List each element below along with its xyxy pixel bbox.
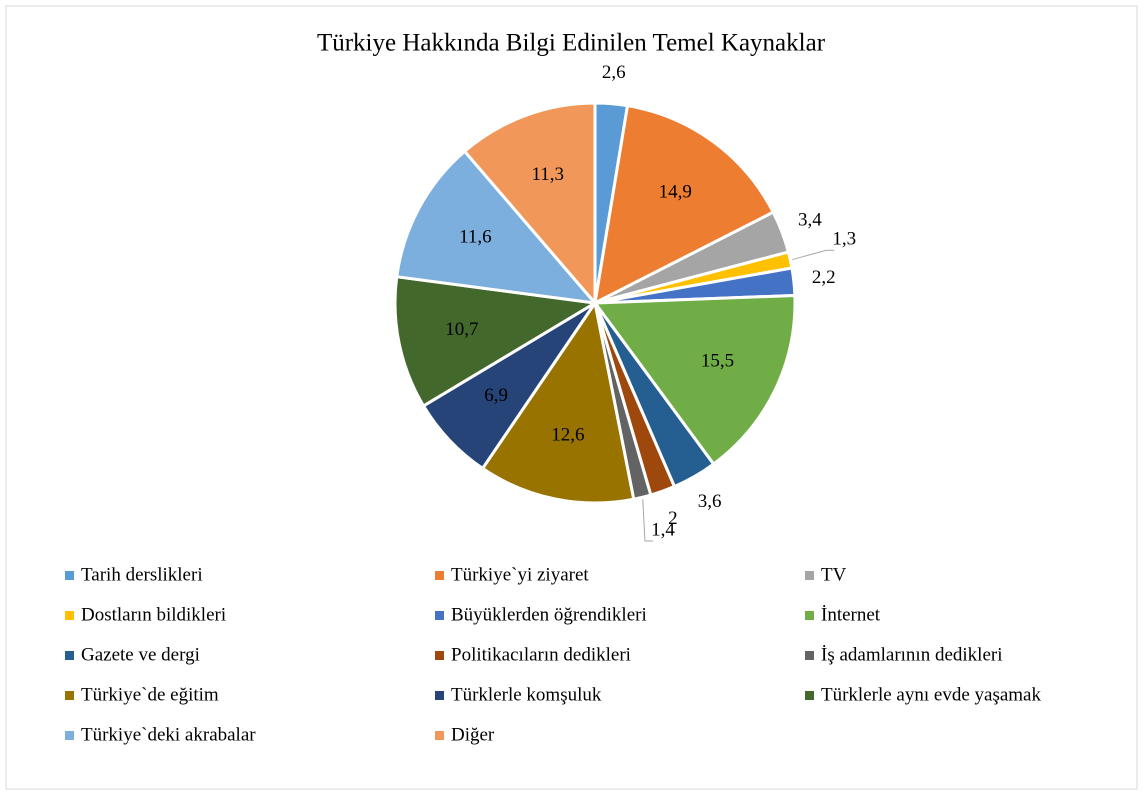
legend-swatch	[805, 611, 814, 620]
data-label: 12,6	[551, 425, 584, 446]
legend-swatch	[805, 571, 814, 580]
legend-label: Politikacıların dedikleri	[451, 644, 631, 665]
legend-swatch	[65, 651, 74, 660]
data-label: 3,6	[698, 491, 722, 512]
legend-label: Gazete ve dergi	[81, 644, 200, 665]
legend-label: Büyüklerden öğrendikleri	[451, 604, 647, 625]
legend-label: Türkiye`de eğitim	[81, 684, 219, 705]
data-label: 2,2	[812, 267, 836, 288]
legend-label: İnternet	[821, 604, 881, 625]
data-label: 10,7	[445, 319, 478, 340]
data-label: 1,3	[832, 229, 856, 250]
legend-swatch	[65, 611, 74, 620]
legend-swatch	[435, 611, 444, 620]
legend-label: Tarih derslikleri	[81, 564, 203, 585]
legend-swatch	[435, 691, 444, 700]
legend-label: Türkiye`deki akrabalar	[81, 724, 256, 745]
leader-line	[642, 499, 653, 542]
legend-swatch	[435, 731, 444, 740]
legend-label: Dostların bildikleri	[81, 604, 226, 625]
data-label: 11,3	[531, 164, 564, 185]
legend-swatch	[65, 571, 74, 580]
data-label: 15,5	[701, 350, 734, 371]
pie-slice	[395, 149, 599, 306]
legend-label: Diğer	[451, 724, 495, 745]
chart-title: Türkiye Hakkında Bilgi Edinilen Temel Ka…	[317, 30, 826, 57]
data-label: 1,4	[651, 519, 675, 540]
data-label: 2,6	[602, 62, 626, 83]
legend-swatch	[805, 691, 814, 700]
legend-swatch	[435, 571, 444, 580]
legend-label: Türkiye`yi ziyaret	[451, 564, 589, 585]
legend-label: İş adamlarının dedikleri	[821, 644, 1003, 665]
legend-swatch	[65, 691, 74, 700]
pie-slice	[480, 299, 636, 505]
legend-swatch	[65, 731, 74, 740]
data-label: 11,6	[459, 227, 492, 248]
pie-slice	[462, 101, 597, 308]
legend-swatch	[805, 651, 814, 660]
legend-label: Türklerle komşuluk	[451, 684, 602, 705]
legend-label: TV	[821, 564, 847, 585]
pie-slice	[393, 275, 600, 408]
data-label: 3,4	[798, 209, 822, 230]
data-label: 14,9	[659, 182, 692, 203]
data-label: 2	[668, 508, 678, 529]
pie-slice	[592, 293, 797, 467]
legend-label: Türklerle aynı evde yaşamak	[821, 684, 1041, 705]
pie-slice	[593, 103, 776, 306]
legend-swatch	[435, 651, 444, 660]
leader-line	[792, 249, 835, 261]
data-label: 6,9	[484, 385, 508, 406]
